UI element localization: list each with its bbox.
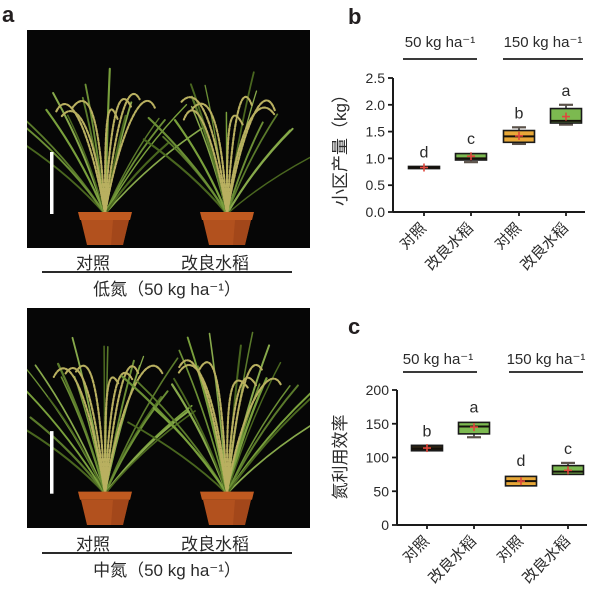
panel-b-label: b: [348, 4, 361, 29]
panel-c-label: c: [348, 314, 360, 339]
group-header: 150 kg ha⁻¹: [507, 351, 586, 368]
group-header: 50 kg ha⁻¹: [405, 34, 475, 51]
x-category-label: 改良水稻: [425, 533, 479, 587]
y-tick-label: 1.0: [366, 150, 386, 166]
scale-bar: [50, 431, 54, 494]
x-category-label: 改良水稻: [519, 533, 573, 587]
boxplot-plot-yield: b 50 kg ha⁻¹ 150 kg ha⁻¹ 0.0 0.5 1.0 1.5 2.0 2.5…: [331, 4, 585, 274]
rice-photo-low-nitrogen: [27, 30, 310, 248]
significance-letter: d: [420, 144, 429, 161]
significance-letter: b: [515, 105, 524, 122]
photo-0-caption: 低氮（50 kg ha⁻¹）: [93, 280, 241, 299]
significance-letter: b: [423, 423, 432, 440]
y-tick-label: 2.5: [366, 70, 386, 86]
y-tick-label: 0.0: [366, 204, 386, 220]
photo-1-caption: 中氮（50 kg ha⁻¹）: [93, 561, 241, 580]
boxplot-nitrogen-use-efficiency: c 50 kg ha⁻¹ 150 kg ha⁻¹ 0 50 100 150 200 氮利用效率 b…: [331, 314, 587, 587]
y-tick-label: 200: [366, 382, 390, 398]
panel-a-label: a: [2, 2, 15, 27]
photo-1-underline: [42, 552, 292, 554]
significance-letter: a: [562, 83, 571, 100]
rice-photo-mid-nitrogen: [27, 308, 310, 528]
x-category-label: 对照: [397, 220, 430, 253]
photo-0-left-label: 对照: [76, 254, 110, 273]
y-tick-label: 1.5: [366, 124, 386, 140]
photo-0-right-label: 改良水稻: [181, 254, 249, 273]
x-category-label: 对照: [492, 220, 525, 253]
photo-1-left-label: 对照: [76, 535, 110, 554]
scale-bar: [50, 152, 54, 214]
y-axis-title: 小区产量（kg）: [331, 86, 350, 206]
x-category-label: 改良水稻: [517, 220, 571, 274]
group-header: 50 kg ha⁻¹: [403, 351, 473, 368]
y-tick-label: 0.5: [366, 177, 386, 193]
photo-0-underline: [42, 271, 292, 273]
x-category-label: 对照: [400, 533, 433, 566]
y-tick-label: 150: [366, 416, 390, 432]
significance-letter: c: [564, 441, 572, 458]
x-category-label: 对照: [494, 533, 527, 566]
significance-letter: c: [467, 131, 475, 148]
y-tick-label: 50: [373, 483, 389, 499]
y-axis-title: 氮利用效率: [331, 415, 350, 500]
significance-letter: d: [517, 453, 526, 470]
y-tick-label: 100: [366, 450, 390, 466]
x-category-label: 改良水稻: [422, 220, 476, 274]
photo-1-labels: 对照 改良水稻: [27, 530, 310, 554]
group-header: 150 kg ha⁻¹: [504, 34, 583, 51]
y-tick-label: 2.0: [366, 97, 386, 113]
photo-0-labels: 对照 改良水稻: [27, 249, 310, 273]
y-tick-label: 0: [381, 517, 389, 533]
significance-letter: a: [470, 400, 479, 417]
photo-1-right-label: 改良水稻: [181, 535, 249, 554]
